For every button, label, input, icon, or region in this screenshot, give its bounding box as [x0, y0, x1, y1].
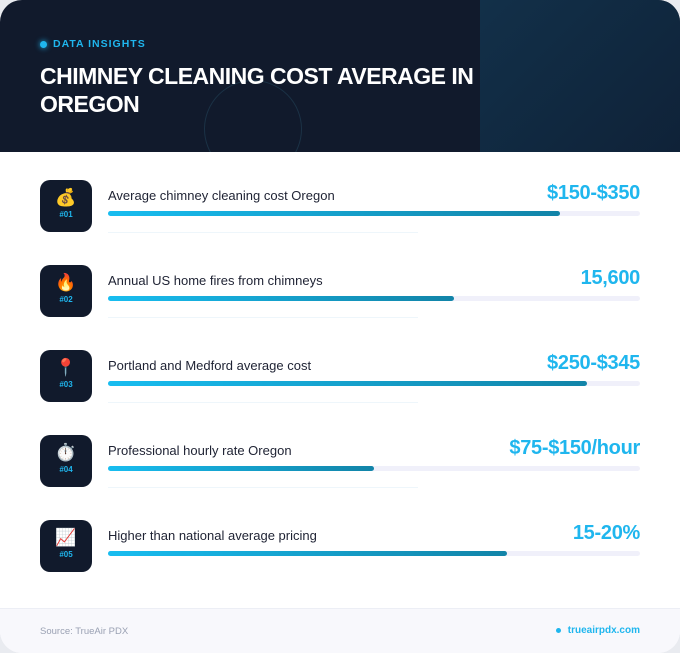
source-text: Source: TrueAir PDX: [40, 626, 129, 637]
stat-label: Portland and Medford average cost: [108, 358, 312, 373]
stat-badge: 📈 #05: [40, 520, 92, 572]
stat-label: Average chimney cleaning cost Oregon: [108, 188, 335, 203]
stat-row: 💰 #01 Average chimney cleaning cost Orego…: [40, 180, 640, 232]
stat-label: Higher than national average pricing: [108, 528, 317, 543]
stat-value: 15-20%: [572, 522, 640, 544]
fire-icon: 🔥: [55, 273, 77, 292]
row-divider: [108, 487, 418, 488]
stat-row: 📍 #03 Portland and Medford average cost $…: [40, 350, 640, 402]
stat-row: ⏱️ #04 Professional hourly rate Oregon $7…: [40, 435, 640, 487]
row-divider: [108, 232, 418, 233]
progress-fill: [108, 381, 587, 386]
progress-fill: [108, 466, 374, 471]
kicker-text: DATA INSIGHTS: [53, 38, 146, 50]
stat-number: #05: [59, 550, 73, 559]
stat-number: #04: [59, 465, 73, 474]
progress-track: [108, 551, 640, 556]
kicker: DATA INSIGHTS: [40, 38, 146, 50]
stat-value: $250-$345: [547, 352, 640, 374]
stat-badge: 💰 #01: [40, 180, 92, 232]
stat-label: Professional hourly rate Oregon: [108, 443, 292, 458]
progress-fill: [108, 551, 507, 556]
stopwatch-icon: ⏱️: [55, 443, 77, 462]
row-divider: [108, 402, 418, 403]
stat-number: #01: [59, 210, 73, 219]
progress-track: [108, 296, 640, 301]
stat-value: $150-$350: [547, 182, 640, 204]
stat-number: #03: [59, 380, 73, 389]
progress-track: [108, 211, 640, 216]
site-link[interactable]: trueairpdx.com: [555, 625, 640, 636]
footer: Source: TrueAir PDX trueairpdx.com: [0, 608, 680, 653]
money-bag-icon: 💰: [55, 188, 77, 207]
pin-icon: 📍: [55, 358, 77, 377]
stat-label: Annual US home fires from chimneys: [108, 273, 323, 288]
stat-badge: ⏱️ #04: [40, 435, 92, 487]
stat-value: 15,600: [580, 267, 641, 289]
stat-badge: 📍 #03: [40, 350, 92, 402]
site-text[interactable]: trueairpdx.com: [567, 625, 640, 636]
dot-icon: [555, 628, 561, 633]
stat-row: 📈 #05 Higher than national average pricin…: [40, 520, 640, 572]
progress-fill: [108, 211, 561, 216]
stat-row: 🔥 #02 Annual US home fires from chimneys …: [40, 265, 640, 317]
stat-badge: 🔥 #02: [40, 265, 92, 317]
stat-value: $75-$150/hour: [509, 437, 640, 459]
progress-track: [108, 381, 640, 386]
header: DATA INSIGHTS CHIMNEY CLEANING COST AVER…: [0, 0, 680, 152]
header-accent-panel: [480, 0, 680, 152]
dot-icon: [40, 40, 47, 48]
row-divider: [108, 317, 418, 318]
page-title: CHIMNEY CLEANING COST AVERAGE IN OREGON: [40, 63, 474, 117]
chart-up-icon: 📈: [55, 528, 77, 547]
stat-number: #02: [59, 295, 73, 304]
progress-fill: [108, 296, 454, 301]
progress-track: [108, 466, 640, 471]
